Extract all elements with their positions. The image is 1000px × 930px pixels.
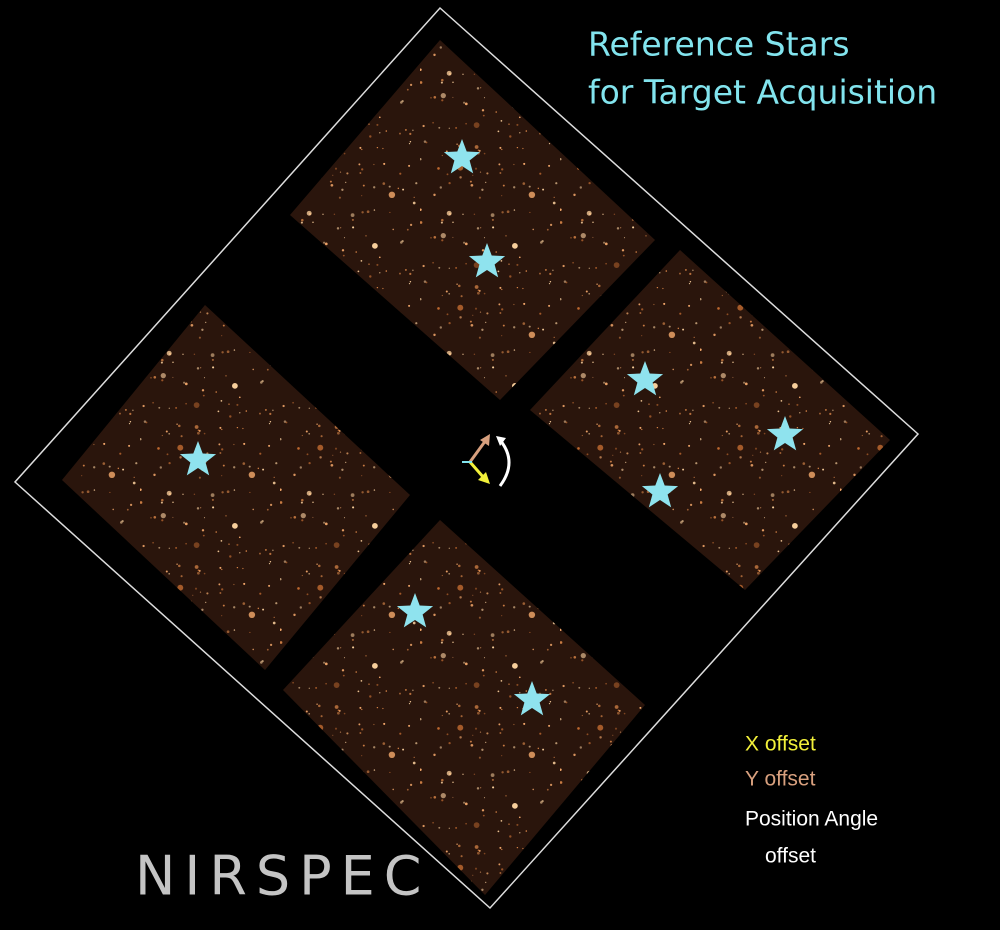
x-offset-arrowhead <box>478 472 490 484</box>
detector-panel <box>530 250 890 590</box>
reference-stars <box>179 139 804 716</box>
reference-star <box>626 361 664 396</box>
position-angle-arrowhead <box>496 436 506 446</box>
reference-star <box>468 243 506 278</box>
reference-star <box>179 441 217 476</box>
y-offset-arrowhead <box>480 434 490 446</box>
x-offset-arrow <box>468 461 486 479</box>
detector-panel <box>283 520 645 895</box>
instrument-label: NIRSPEC <box>135 845 431 908</box>
legend-position-angle: Position Angle <box>745 808 878 831</box>
reference-star <box>513 681 551 716</box>
title-line: for Target Acquisition <box>588 73 937 112</box>
reference-star <box>641 473 679 508</box>
legend-x-offset: X offset <box>745 733 816 756</box>
field-outline <box>13 6 920 910</box>
reference-star <box>443 139 481 174</box>
detector-panels <box>62 40 890 895</box>
title-line: Reference Stars <box>588 25 850 64</box>
reference-star <box>766 416 804 451</box>
y-offset-arrow <box>468 439 488 463</box>
detector-panel <box>62 305 410 670</box>
legend-y-offset: Y offset <box>745 768 816 791</box>
legend-position-angle: offset <box>765 845 816 868</box>
position-angle-arc <box>498 439 511 487</box>
reference-star <box>396 593 434 628</box>
offset-indicator <box>462 434 511 487</box>
detector-panel <box>290 40 655 400</box>
